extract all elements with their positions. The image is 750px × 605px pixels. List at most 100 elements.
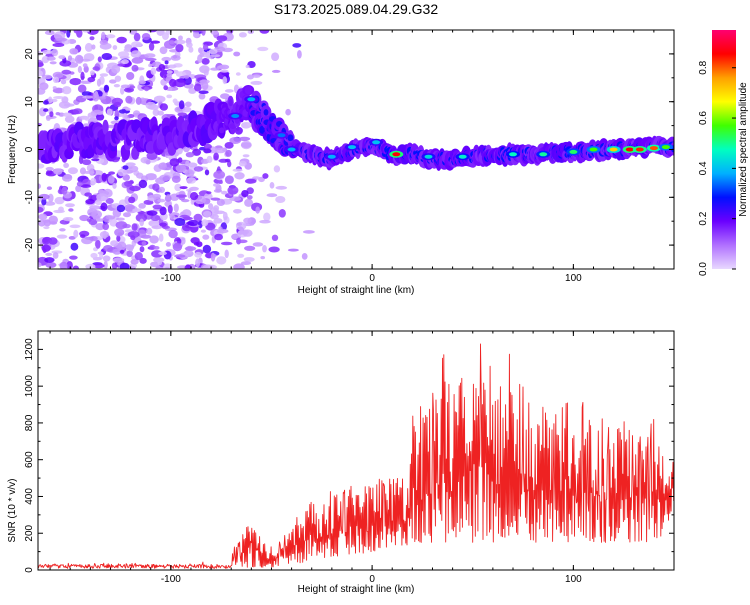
noise-blob bbox=[43, 226, 50, 230]
noise-blob bbox=[220, 93, 230, 100]
noise-blob bbox=[193, 166, 204, 172]
ridge-core bbox=[219, 127, 225, 134]
noise-blob bbox=[213, 183, 220, 187]
colorbar-label: Normalized spectral amplitude bbox=[738, 82, 749, 217]
noise-blob bbox=[164, 266, 171, 269]
x-axis-label: Height of straight line (km) bbox=[298, 285, 415, 296]
noise-blob bbox=[96, 78, 102, 87]
noise-blob bbox=[91, 158, 100, 162]
noise-blob bbox=[234, 172, 245, 180]
noise-blob bbox=[131, 41, 142, 48]
noise-blob bbox=[222, 211, 228, 221]
noise-blob bbox=[204, 169, 210, 176]
noise-blob bbox=[92, 66, 100, 71]
snr-series bbox=[38, 343, 674, 569]
noise-blob bbox=[220, 241, 233, 246]
snr-line bbox=[38, 343, 674, 569]
noise-blob bbox=[80, 234, 86, 239]
noise-blob bbox=[145, 101, 156, 110]
noise-blob bbox=[44, 201, 56, 206]
noise-blob bbox=[99, 231, 110, 238]
noise-blob bbox=[183, 75, 190, 79]
noise-blob bbox=[111, 262, 118, 269]
noise-blob bbox=[112, 248, 122, 255]
noise-blob bbox=[97, 56, 102, 63]
noise-blob bbox=[145, 159, 151, 165]
noise-blob bbox=[81, 91, 92, 97]
x-axis-label: Height of straight line (km) bbox=[298, 584, 415, 595]
noise-blob bbox=[66, 261, 73, 269]
noise-blob bbox=[90, 252, 98, 259]
noise-blob bbox=[201, 219, 209, 227]
noise-blob bbox=[103, 245, 113, 252]
noise-blob bbox=[150, 67, 157, 75]
noise-blob bbox=[119, 262, 130, 269]
y-tick-label: -20 bbox=[24, 237, 35, 252]
noise-blob bbox=[175, 43, 184, 53]
noise-blob bbox=[168, 40, 175, 45]
noise-blob bbox=[193, 213, 203, 222]
noise-blob bbox=[84, 192, 92, 197]
noise-blob bbox=[61, 69, 72, 75]
noise-blob bbox=[190, 192, 199, 201]
noise-blob bbox=[175, 164, 187, 173]
noise-blob bbox=[120, 86, 125, 95]
noise-blob bbox=[198, 47, 203, 54]
noise-blob bbox=[58, 206, 64, 212]
ridge-core bbox=[287, 134, 294, 142]
noise-blob bbox=[268, 246, 280, 253]
noise-blob bbox=[72, 48, 79, 55]
noise-blob bbox=[169, 158, 180, 167]
noise-blob bbox=[174, 254, 186, 258]
ridge-core bbox=[229, 123, 237, 129]
noise-blob bbox=[114, 228, 125, 237]
noise-blob bbox=[224, 142, 234, 149]
noise-blob bbox=[244, 245, 256, 251]
noise-blob bbox=[41, 197, 47, 206]
y-tick-label: -10 bbox=[24, 190, 35, 205]
noise-blob bbox=[167, 204, 173, 214]
noise-blob bbox=[174, 39, 186, 45]
noise-blob bbox=[202, 234, 210, 240]
noise-blob bbox=[202, 44, 209, 51]
noise-blob bbox=[82, 178, 92, 186]
noise-blob bbox=[101, 31, 106, 40]
noise-blob bbox=[213, 170, 226, 179]
noise-blob bbox=[139, 246, 145, 253]
colorbar: 0.0 0.2 0.4 0.6 0.8 Normalized spectral ampli… bbox=[698, 30, 749, 276]
noise-blob bbox=[145, 173, 157, 181]
noise-blob bbox=[275, 185, 288, 190]
noise-blob bbox=[122, 112, 128, 121]
noise-blob bbox=[243, 257, 255, 262]
noise-blob bbox=[89, 36, 95, 41]
noise-blob bbox=[68, 208, 74, 212]
noise-blob bbox=[193, 242, 200, 246]
noise-blob bbox=[158, 186, 165, 193]
noise-blob bbox=[72, 108, 83, 115]
noise-blob bbox=[243, 217, 252, 224]
noise-blob bbox=[233, 209, 242, 214]
noise-blob bbox=[42, 238, 50, 245]
noise-blob bbox=[112, 257, 125, 263]
noise-blob bbox=[172, 98, 178, 104]
noise-blob bbox=[238, 32, 247, 38]
noise-blob bbox=[63, 162, 69, 168]
noise-blob bbox=[107, 175, 115, 184]
noise-blob bbox=[133, 32, 141, 42]
noise-blob bbox=[241, 190, 249, 198]
noise-blob bbox=[124, 204, 135, 212]
noise-blob bbox=[95, 223, 105, 231]
noise-blob bbox=[49, 221, 58, 225]
noise-blob bbox=[69, 78, 82, 86]
noise-blob bbox=[117, 241, 127, 251]
hotspot-inner bbox=[277, 133, 286, 138]
noise-blob bbox=[82, 95, 94, 99]
noise-blob bbox=[205, 222, 216, 231]
noise-blob bbox=[225, 149, 232, 157]
noise-blob bbox=[208, 48, 218, 55]
noise-blob bbox=[269, 182, 275, 189]
noise-blob bbox=[246, 195, 253, 200]
noise-blob bbox=[186, 177, 197, 184]
